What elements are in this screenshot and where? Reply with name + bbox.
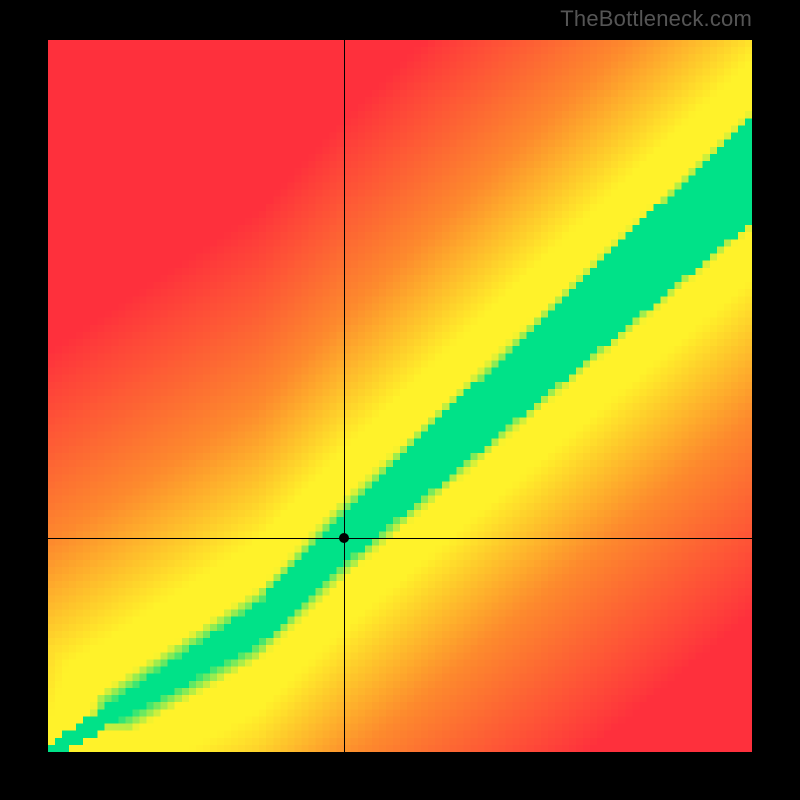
heatmap-canvas xyxy=(48,40,752,752)
heatmap-plot xyxy=(48,40,752,752)
attribution-text: TheBottleneck.com xyxy=(560,6,752,32)
page-root: TheBottleneck.com xyxy=(0,0,800,800)
